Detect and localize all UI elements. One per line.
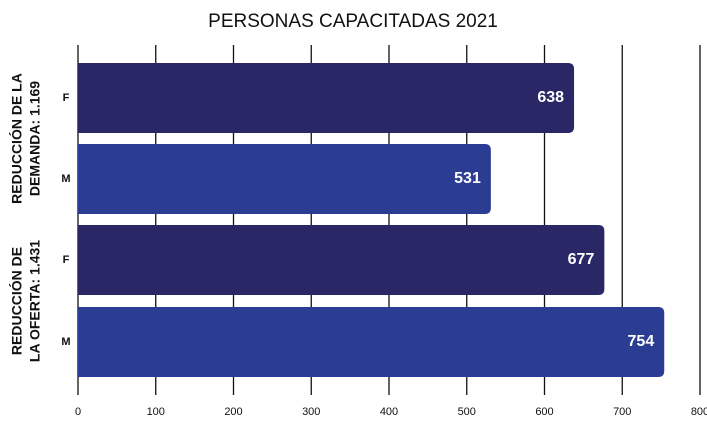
group-label: REDUCCIÓN DE [8, 247, 25, 355]
group-label: DEMANDA: 1.169 [27, 81, 43, 196]
y-tick-label: F [63, 92, 70, 104]
x-tick-label: 800 [691, 406, 707, 418]
x-tick-label: 400 [380, 406, 398, 418]
bar [78, 144, 491, 214]
group-label: LA OFERTA: 1.431 [27, 240, 43, 362]
x-tick-label: 0 [75, 406, 81, 418]
bar [78, 307, 665, 377]
y-tick-label: M [61, 173, 70, 185]
bar [78, 225, 605, 295]
x-tick-label: 300 [302, 406, 320, 418]
x-tick-label: 700 [613, 406, 631, 418]
x-tick-label: 100 [147, 406, 165, 418]
value-label: 677 [568, 251, 595, 268]
bar [78, 63, 575, 133]
x-tick-label: 600 [535, 406, 553, 418]
chart-title: PERSONAS CAPACITADAS 2021 [208, 11, 498, 32]
x-tick-label: 200 [224, 406, 242, 418]
value-label: 638 [537, 89, 564, 106]
group-label: REDUCCIÓN DE LA [8, 73, 25, 204]
y-tick-label: M [61, 336, 70, 348]
y-tick-label: F [63, 254, 70, 266]
value-label: 754 [628, 333, 655, 350]
value-label: 531 [454, 170, 481, 187]
x-tick-label: 500 [458, 406, 476, 418]
